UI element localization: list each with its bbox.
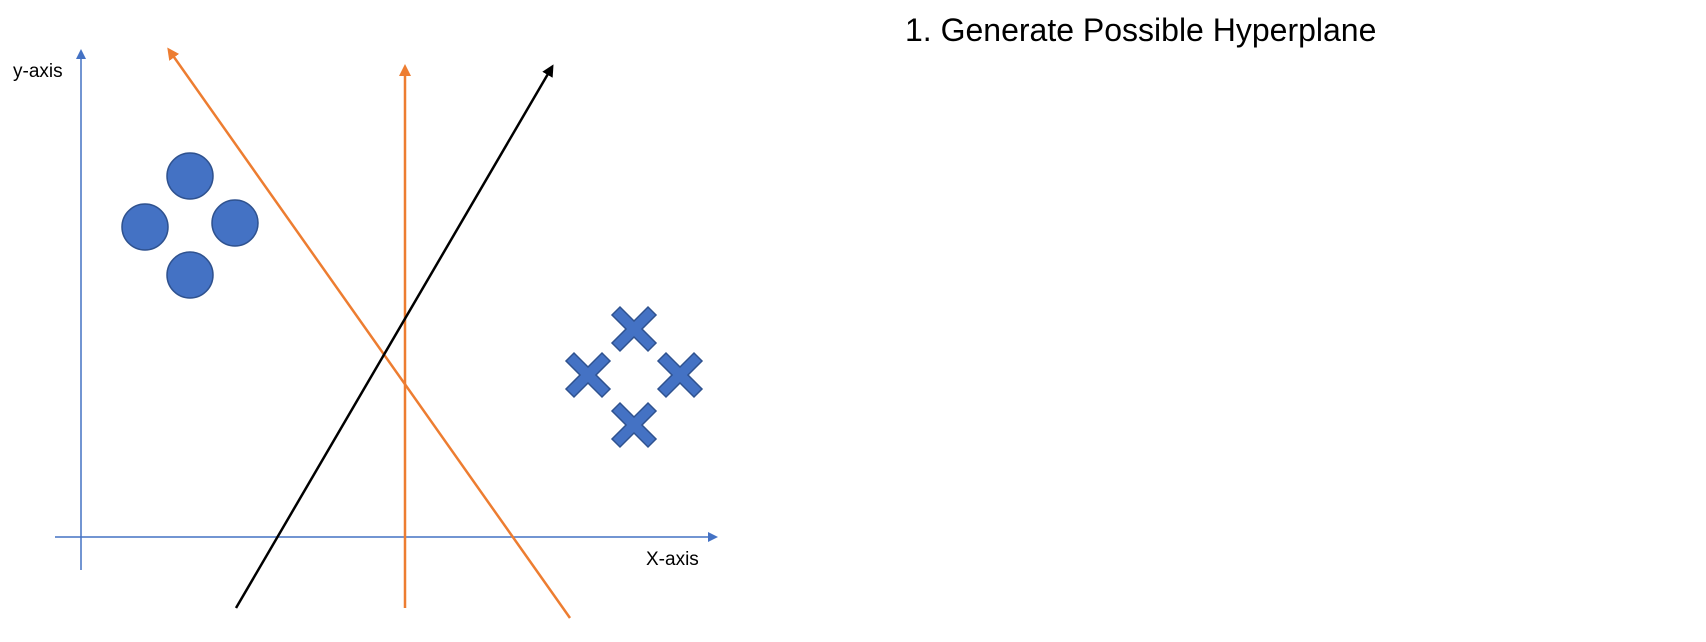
x-axis-label: X-axis — [646, 549, 699, 570]
circle-class-group — [121, 152, 259, 299]
circle-marker — [166, 152, 214, 200]
circle-marker — [121, 203, 169, 251]
cross-marker — [565, 352, 611, 398]
circle-marker — [166, 251, 214, 299]
cross-class-group — [565, 306, 703, 448]
black-diagonal-line — [234, 64, 554, 609]
cross-marker — [611, 306, 657, 352]
circle-marker — [211, 199, 259, 247]
cross-marker — [657, 352, 703, 398]
y-axis-label: y-axis — [13, 61, 63, 82]
cross-marker — [611, 402, 657, 448]
slide-heading: 1. Generate Possible Hyperplane — [905, 12, 1377, 48]
orange-diagonal-line — [167, 47, 572, 619]
